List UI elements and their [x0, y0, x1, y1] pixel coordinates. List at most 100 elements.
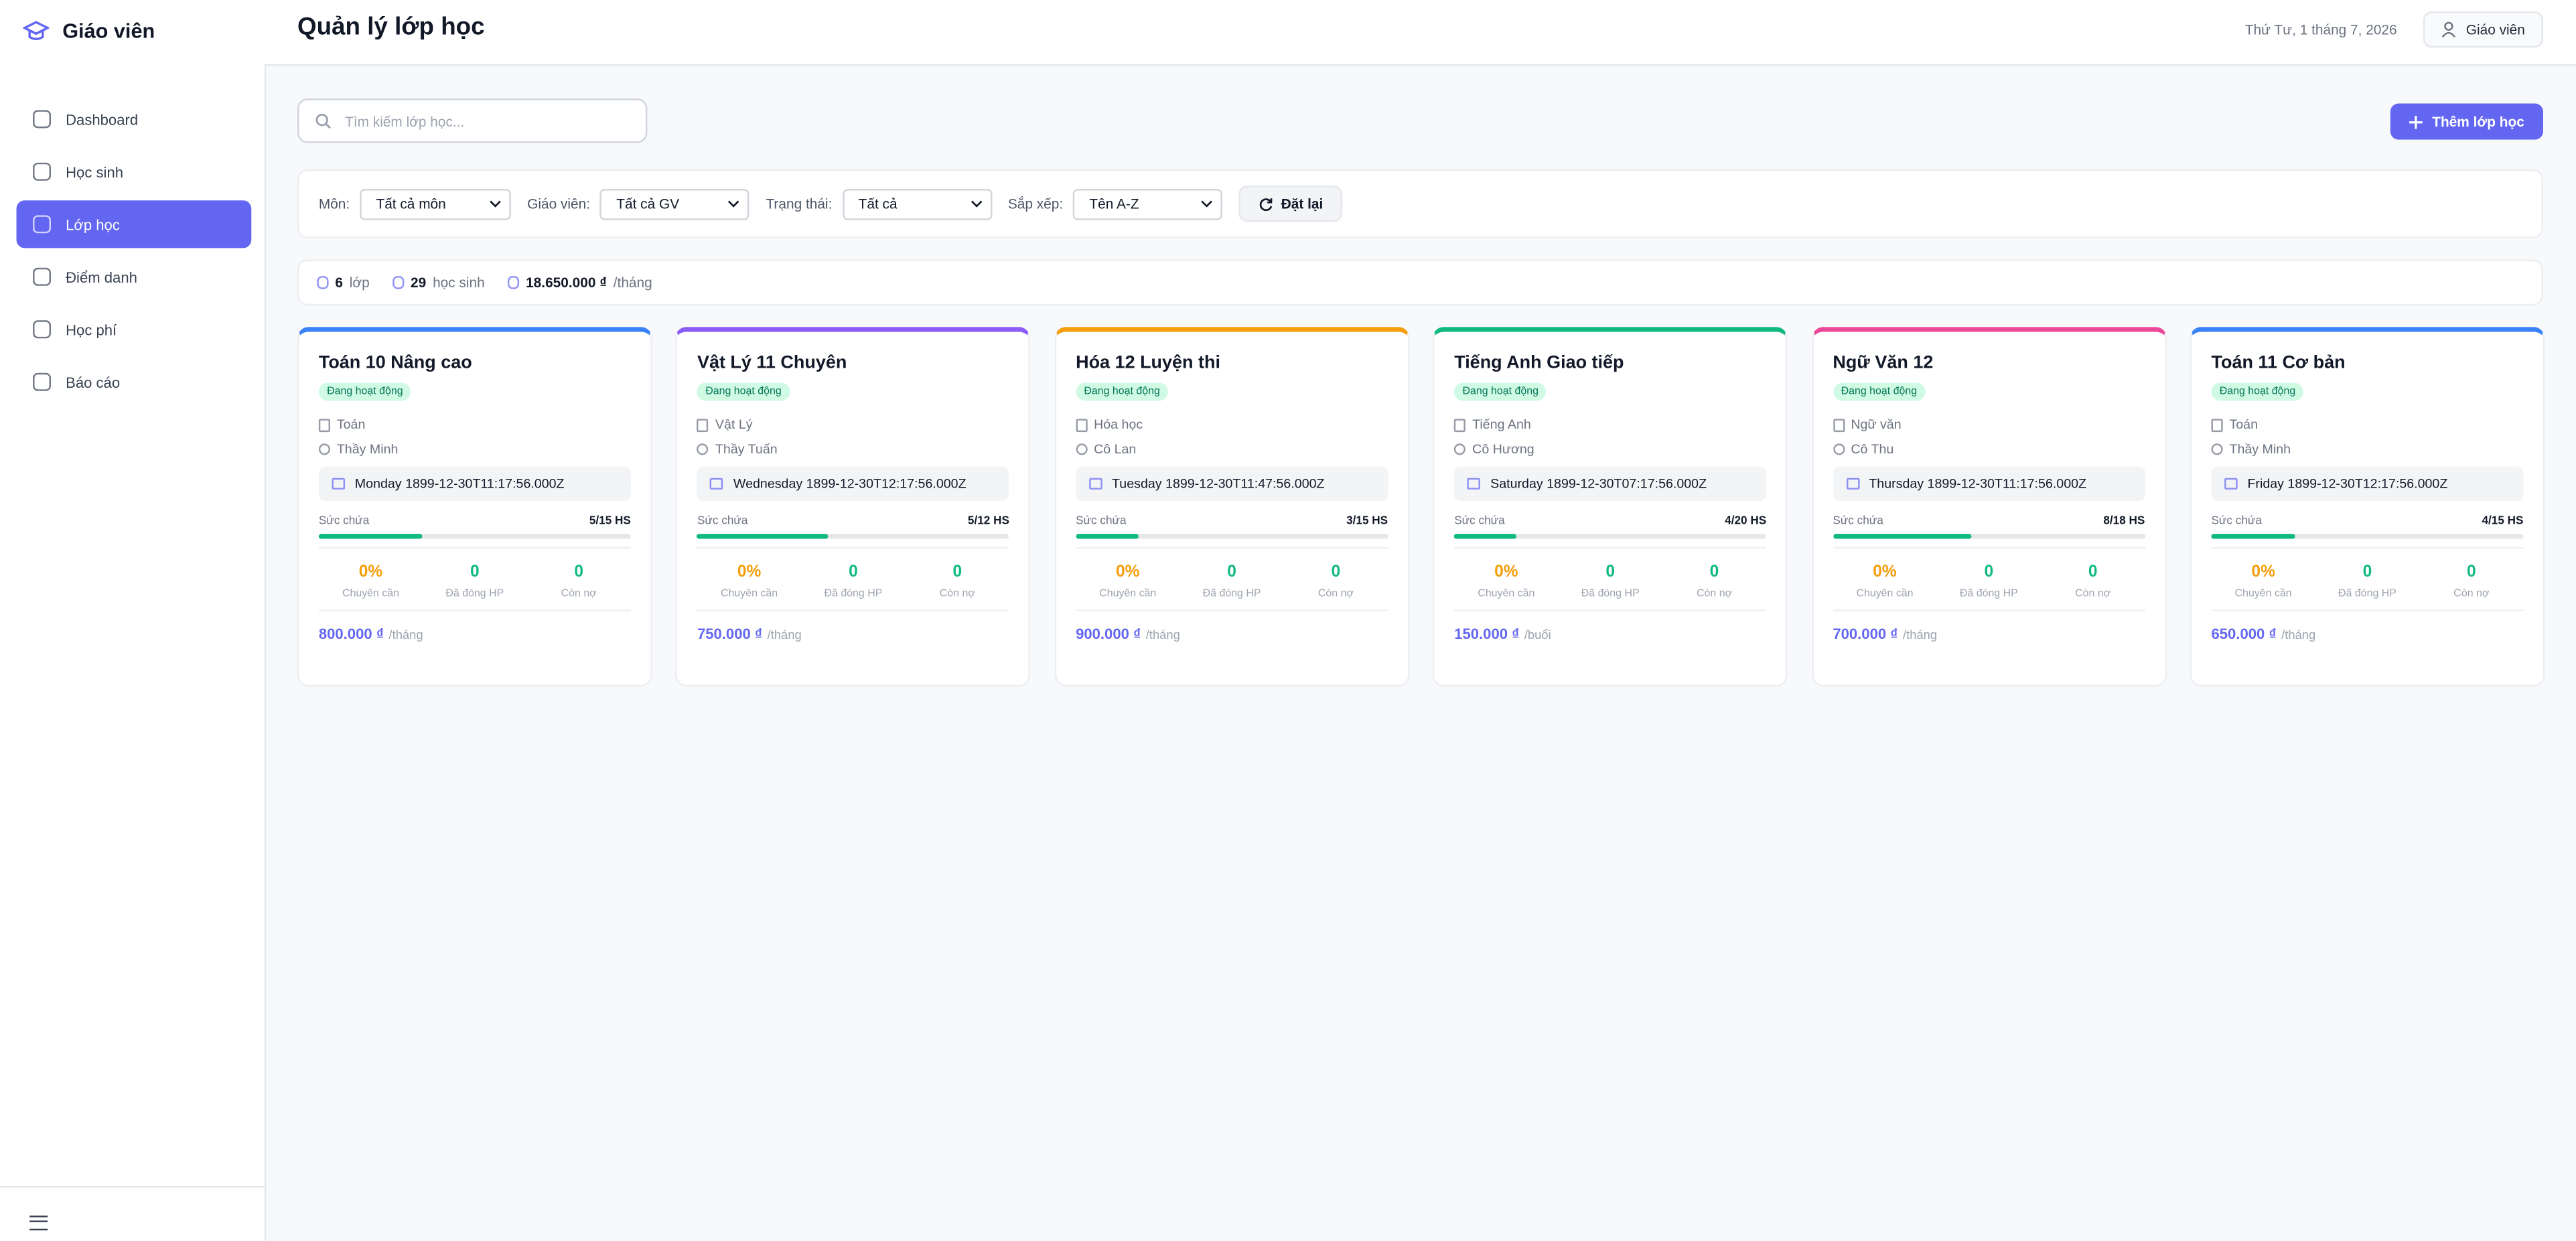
- capacity-label: Sức chứa: [1833, 516, 1883, 528]
- kpi: 0 Đã đóng HP: [2315, 563, 2419, 599]
- user-name: Giáo viên: [2465, 21, 2525, 38]
- capacity-value: 5/12 HS: [967, 516, 1009, 528]
- kpi-value: 0%: [1494, 563, 1518, 582]
- summary-label: lớp: [349, 274, 370, 291]
- class-card[interactable]: Toán 10 Nâng cao Đang hoạt động Toán Thầy M…: [297, 327, 652, 687]
- icon: [2211, 443, 2223, 455]
- teacher-row: Thầy Minh: [2211, 442, 2523, 457]
- filter-label: Trạng thái:: [766, 195, 833, 212]
- kpi-value: 0: [574, 563, 583, 582]
- summary-value: 6: [335, 274, 343, 291]
- search-box[interactable]: Tìm kiếm lớp học...: [297, 98, 648, 143]
- schedule-text: Wednesday 1899-12-30T12:17:56.000Z: [733, 476, 967, 492]
- icon: [697, 418, 709, 431]
- fee: 150.000 ₫/buổi: [1454, 626, 1766, 643]
- filter-select[interactable]: Tất cả: [842, 188, 992, 220]
- icon: [33, 372, 52, 391]
- fee: 750.000 ₫/tháng: [697, 626, 1009, 643]
- kpi-value: 0%: [358, 563, 383, 582]
- page-title: Quản lý lớp học: [297, 13, 485, 42]
- filter-label: Sắp xếp:: [1007, 195, 1064, 212]
- search-placeholder: Tìm kiếm lớp học...: [345, 113, 465, 129]
- kpi-value: 0: [1605, 563, 1615, 582]
- summary-icon: [317, 276, 329, 289]
- filter-select[interactable]: Tất cả môn: [359, 188, 511, 220]
- teacher-row: Cô Lan: [1076, 442, 1388, 457]
- icon: [1833, 418, 1845, 431]
- summary-item: 6 lớp: [317, 274, 370, 291]
- icon: [697, 443, 709, 455]
- capacity-value: 4/15 HS: [2482, 516, 2524, 528]
- kpi-row: 0% Chuyên cần 0 Đã đóng HP 0 Còn nợ: [1076, 546, 1388, 611]
- kpi-value: 0: [2088, 563, 2098, 582]
- subject-row: Ngữ văn: [1833, 417, 2145, 432]
- header: Quản lý lớp học Thứ Tư, 1 tháng 7, 2026 …: [264, 0, 2576, 66]
- nav-item[interactable]: Học sinh: [17, 148, 252, 196]
- nav-item[interactable]: Học phí: [17, 305, 252, 353]
- divider: [0, 1185, 265, 1188]
- class-card[interactable]: Tiếng Anh Giao tiếp Đang hoạt động Tiếng A…: [1433, 327, 1788, 687]
- kpi: 0% Chuyên cần: [2211, 563, 2315, 599]
- class-card[interactable]: Toán 11 Cơ bản Đang hoạt động Toán Thầy Min…: [2190, 327, 2545, 687]
- kpi-value: 0: [1227, 563, 1236, 582]
- kpi: 0 Còn nợ: [1662, 563, 1766, 599]
- filter-value: Tên A-Z: [1089, 195, 1139, 212]
- kpi: 0 Còn nợ: [2419, 563, 2523, 599]
- subject-row: Toán: [318, 417, 631, 432]
- schedule-text: Monday 1899-12-30T11:17:56.000Z: [354, 476, 565, 492]
- filter-select[interactable]: Tất cả GV: [599, 188, 749, 220]
- nav-item[interactable]: Điểm danh: [17, 253, 252, 301]
- capacity-track: [1076, 534, 1388, 539]
- subject: Tiếng Anh: [1472, 417, 1531, 433]
- nav-item[interactable]: Báo cáo: [17, 358, 252, 406]
- kpi-label: Đã đóng HP: [1959, 588, 2018, 600]
- schedule: Monday 1899-12-30T11:17:56.000Z: [318, 466, 631, 502]
- kpi-label: Chuyên cần: [342, 588, 400, 600]
- status-badge: Đang hoạt động: [2211, 382, 2304, 401]
- schedule: Wednesday 1899-12-30T12:17:56.000Z: [697, 466, 1009, 502]
- menu-toggle[interactable]: [29, 1216, 48, 1231]
- subject: Ngữ văn: [1851, 417, 1902, 433]
- nav-item[interactable]: Dashboard: [17, 95, 252, 143]
- icon: [1076, 418, 1088, 431]
- kpi-label: Chuyên cần: [1478, 588, 1535, 600]
- capacity-label: Sức chứa: [2211, 516, 2262, 528]
- status-badge: Đang hoạt động: [1454, 382, 1547, 401]
- kpi-label: Chuyên cần: [1856, 588, 1914, 600]
- kpi-row: 0% Chuyên cần 0 Đã đóng HP 0 Còn nợ: [318, 546, 631, 611]
- class-card[interactable]: Hóa 12 Luyện thi Đang hoạt động Hóa học Cô …: [1054, 327, 1410, 687]
- add-class-button[interactable]: Thêm lớp học: [2390, 103, 2543, 140]
- teacher: Thầy Tuấn: [715, 441, 778, 457]
- capacity-row: Sức chứa 4/20 HS: [1454, 516, 1766, 527]
- capacity-track: [1454, 534, 1767, 539]
- capacity-bar: [1454, 534, 1517, 539]
- fee-unit: /buổi: [1524, 627, 1551, 643]
- kpi-value: 0: [1709, 563, 1719, 582]
- class-card[interactable]: Vật Lý 11 Chuyên Đang hoạt động Vật Lý Thầy…: [676, 327, 1031, 687]
- icon: [1833, 443, 1845, 455]
- kpi-value: 0: [470, 563, 480, 582]
- nav-label: Học sinh: [66, 163, 123, 180]
- brand-name: Giáo viên: [62, 19, 155, 43]
- kpi-value: 0: [2362, 563, 2372, 582]
- kpi: 0 Đã đóng HP: [801, 563, 905, 599]
- kpi-label: Còn nợ: [939, 588, 975, 600]
- user-button[interactable]: Giáo viên: [2423, 11, 2543, 48]
- icon: [1467, 478, 1481, 490]
- capacity-value: 4/20 HS: [1725, 516, 1767, 528]
- nav-item[interactable]: Lớp học: [16, 200, 252, 248]
- class-card[interactable]: Ngữ Văn 12 Đang hoạt động Ngữ văn Cô Thu Thu…: [1811, 327, 2167, 687]
- icon: [1454, 443, 1466, 455]
- brand: Giáo viên: [23, 19, 155, 43]
- kpi: 0% Chuyên cần: [697, 563, 801, 599]
- teacher: Cô Lan: [1094, 441, 1137, 457]
- kpi-value: 0%: [2251, 563, 2275, 582]
- teacher-row: Cô Thu: [1833, 442, 2145, 457]
- kpi-label: Còn nợ: [561, 588, 597, 600]
- kpi-label: Còn nợ: [2453, 588, 2490, 600]
- teacher-row: Thầy Minh: [318, 442, 631, 457]
- reset-button[interactable]: Đặt lại: [1238, 186, 1343, 222]
- kpi-value: 0: [2466, 563, 2476, 582]
- filter-select[interactable]: Tên A-Z: [1072, 188, 1223, 220]
- capacity-label: Sức chứa: [1076, 516, 1127, 528]
